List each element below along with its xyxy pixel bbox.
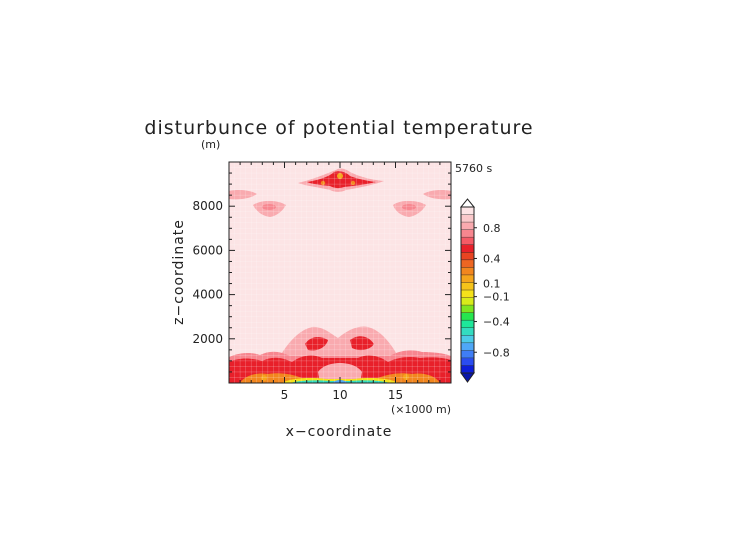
colorbar-segment: [461, 312, 474, 321]
colorbar-segment: [461, 297, 474, 306]
x-unit-label: (×1000 m): [391, 403, 451, 416]
plot-area: [229, 162, 451, 383]
colorbar-segment: [461, 365, 474, 374]
time-label: 5760 s: [455, 162, 492, 175]
edge-left-patch: [229, 190, 257, 200]
x-axis-label: x−coordinate: [286, 424, 393, 440]
upper-core-center: [337, 173, 343, 179]
surface-pink-center: [318, 363, 362, 383]
upper-right-patch-core: [402, 204, 416, 210]
colorbar-label: 0.8: [483, 222, 501, 235]
upper-left-patch-core: [262, 204, 276, 210]
colorbar-segment: [461, 237, 474, 246]
colorbar-segment: [461, 327, 474, 336]
colorbar-segment: [461, 305, 474, 313]
colorbar-segment: [461, 335, 474, 344]
y-axis-label: z−coordinate: [171, 219, 187, 325]
x-tick-label: 15: [388, 388, 403, 402]
colorbar-segment: [461, 350, 474, 359]
x-axis-ticks: 5 10 15: [239, 162, 441, 402]
grid-overlay: [229, 162, 451, 383]
colorbar-segment: [461, 222, 474, 230]
y-tick-label: 2000: [192, 332, 223, 346]
colorbar-segment: [461, 267, 474, 276]
upper-core-left: [320, 180, 326, 186]
surface-orange-right-spot: [403, 374, 409, 380]
colorbar-segment: [461, 252, 474, 261]
colorbar-bottom-arrow: [460, 372, 475, 383]
colorbar-segment: [461, 320, 474, 329]
central-plume-left: [305, 336, 328, 351]
colorbar-segment: [461, 357, 474, 366]
edge-right-patch: [423, 190, 451, 200]
x-tick-label: 10: [332, 388, 347, 402]
colorbar-segment: [461, 244, 474, 253]
colorbar-label: −0.8: [483, 346, 510, 359]
y-axis-ticks: 2000 4000 6000 8000: [192, 172, 451, 373]
colorbar-segment: [461, 259, 474, 268]
colorbar-label: −0.1: [483, 291, 510, 304]
colorbar-top-arrow: [459, 198, 476, 208]
colorbar-label: 0.1: [483, 277, 501, 290]
y-unit-label: (m): [201, 138, 220, 151]
colorbar-segment: [461, 274, 474, 283]
colorbar-segment: [461, 229, 474, 238]
colorbar: −0.8 −0.4 −0.10.1 0.4 0.8: [459, 198, 510, 383]
colorbar-segment: [461, 207, 474, 215]
y-tick-label: 4000: [192, 288, 223, 302]
x-tick-label: 5: [281, 388, 289, 402]
central-plume-right: [350, 336, 374, 351]
surface-orange-left-spot: [261, 375, 267, 381]
colorbar-segment: [461, 290, 474, 298]
colorbar-segment: [461, 282, 474, 291]
colorbar-segment: [461, 214, 474, 223]
colorbar-segment: [461, 342, 474, 351]
colorbar-label: −0.4: [483, 316, 510, 329]
colorbar-label: 0.4: [483, 252, 501, 265]
chart-title: disturbunce of potential temperature: [144, 117, 533, 139]
y-tick-label: 8000: [192, 199, 223, 213]
y-tick-label: 6000: [192, 243, 223, 257]
upper-core-right: [350, 180, 356, 186]
